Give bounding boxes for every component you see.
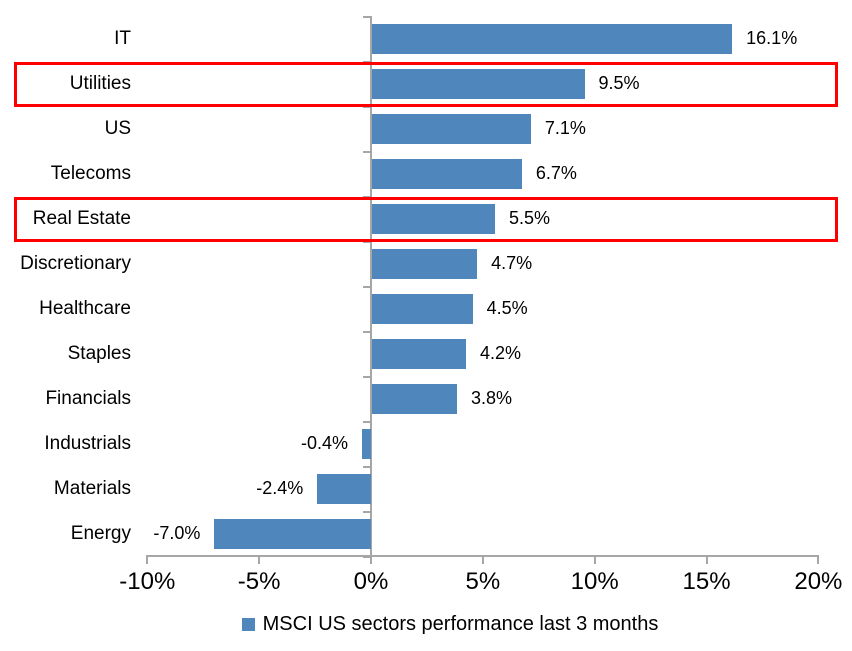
category-axis-tick [363,16,371,18]
data-label-industrials: -0.4% [301,433,349,453]
legend-series-marker-icon [241,617,255,631]
x-axis-tick [705,555,708,564]
data-label-staples: 4.2% [479,343,521,363]
x-tick-label: 15% [682,568,731,595]
bar-materials [317,473,371,504]
x-axis-tick [817,555,820,564]
data-label-discretionary: 4.7% [491,253,533,273]
x-tick-label: -5% [237,568,281,595]
data-label-energy: -7.0% [153,523,201,543]
category-label-us: US [104,117,131,139]
data-label-healthcare: 4.5% [486,298,528,318]
bar-industrials [362,428,371,459]
category-label-it: IT [114,27,131,49]
category-label-healthcare: Healthcare [39,297,131,319]
category-label-real-estate: Real Estate [32,207,131,229]
data-label-financials: 3.8% [471,388,513,408]
category-label-energy: Energy [70,522,131,544]
data-label-us: 7.1% [544,118,586,138]
category-label-financials: Financials [45,387,131,409]
category-axis-tick [363,376,371,378]
category-label-discretionary: Discretionary [20,252,131,274]
category-axis-tick [363,466,371,468]
legend: MSCI US sectors performance last 3 month… [48,606,852,642]
category-label-telecoms: Telecoms [50,162,131,184]
data-label-it: 16.1% [746,28,798,48]
category-axis-tick [363,421,371,423]
bar-healthcare [372,293,473,324]
category-label-industrials: Industrials [44,432,131,454]
bar-real-estate [372,203,496,234]
data-label-utilities: 9.5% [598,73,640,93]
category-axis-tick [363,151,371,153]
x-tick-label: 20% [794,568,843,595]
bar-discretionary [372,248,478,279]
category-axis-tick [363,106,371,108]
category-axis-tick [363,511,371,513]
data-label-real-estate: 5.5% [509,208,551,228]
bar-us [372,113,531,144]
category-label-utilities: Utilities [69,72,131,94]
category-axis-tick [363,241,371,243]
legend-label: MSCI US sectors performance last 3 month… [262,612,659,635]
data-label-telecoms: 6.7% [535,163,577,183]
x-tick-label: 0% [353,568,389,595]
category-axis-line [370,16,372,556]
category-axis-tick [363,61,371,63]
category-label-staples: Staples [67,342,131,364]
x-axis-tick [146,555,149,564]
bar-financials [372,383,457,414]
bar-energy [214,518,371,549]
bar-it [372,23,733,54]
category-label-materials: Materials [53,477,131,499]
category-axis-tick [363,556,371,558]
category-axis-tick [363,331,371,333]
x-axis-tick [481,555,484,564]
bar-utilities [372,68,585,99]
bar-staples [372,338,466,369]
x-tick-label: -10% [119,568,176,595]
x-axis-tick [258,555,261,564]
data-label-materials: -2.4% [256,478,304,498]
x-tick-label: 10% [570,568,619,595]
category-axis-tick [363,286,371,288]
x-axis-tick [370,555,372,564]
x-axis-tick [593,555,596,564]
bar-telecoms [372,158,522,189]
category-axis-tick [363,196,371,198]
x-tick-label: 5% [465,568,501,595]
